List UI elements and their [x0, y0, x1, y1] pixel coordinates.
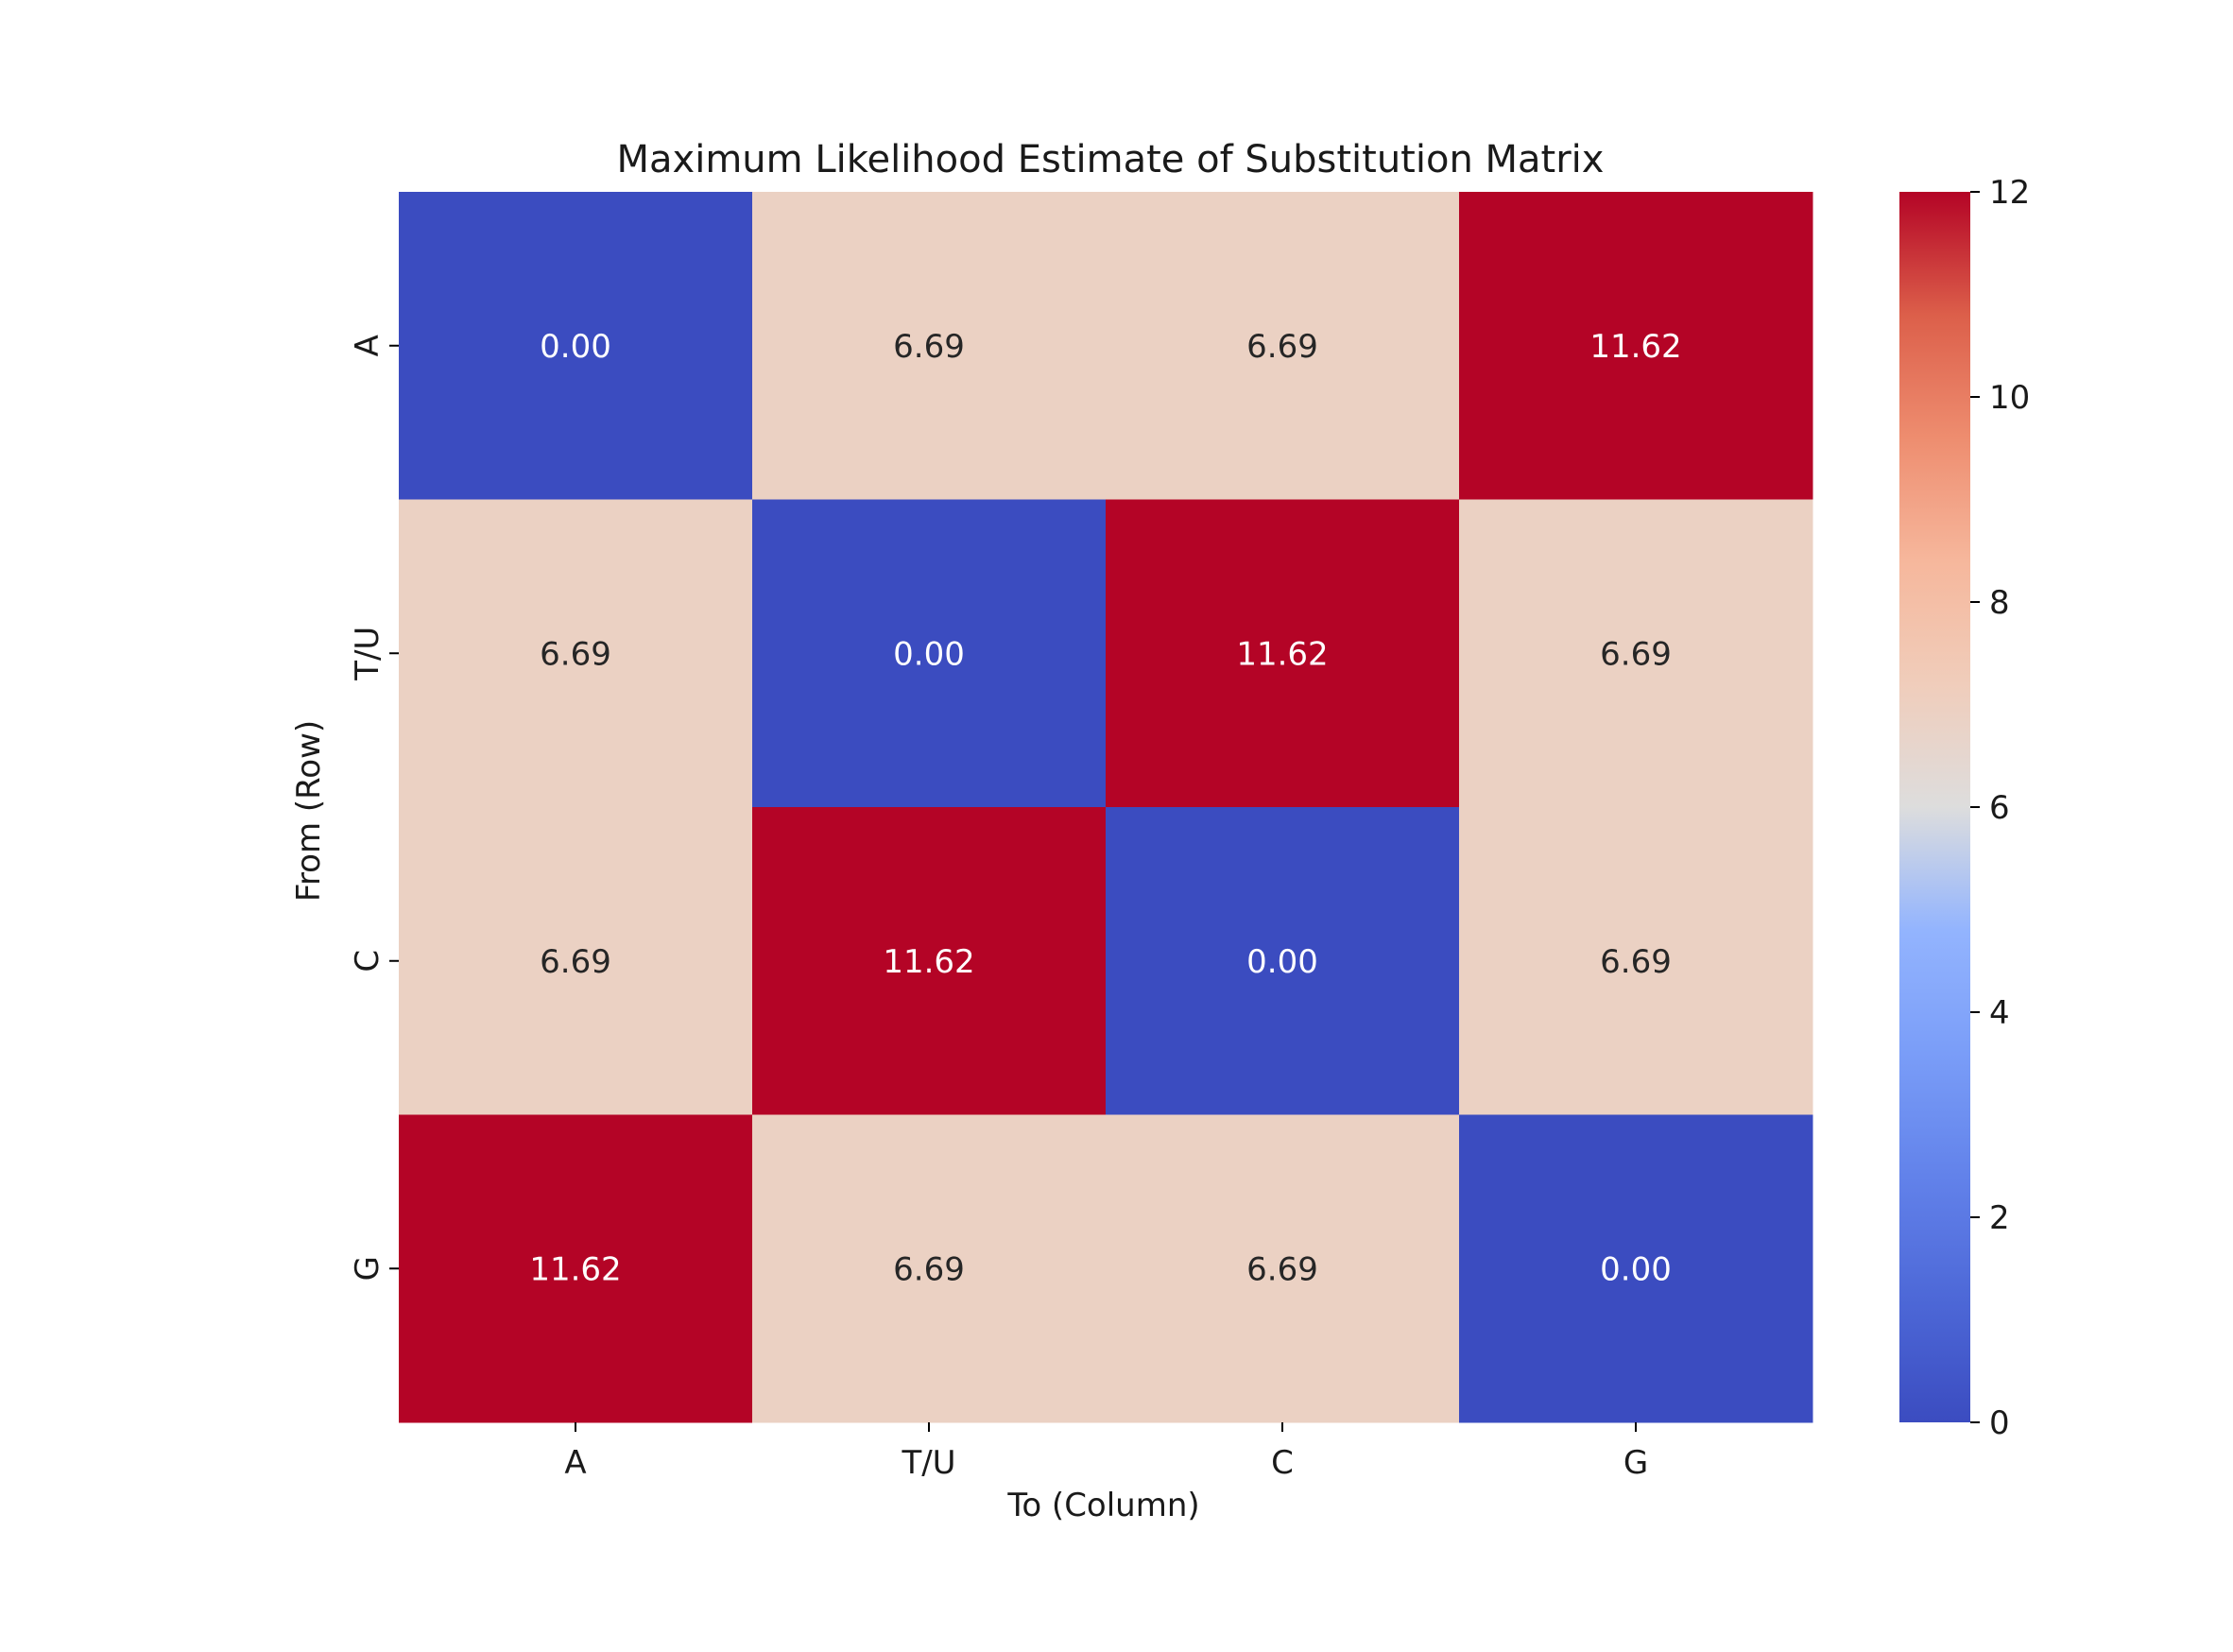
- heatmap-cell: [752, 499, 1107, 808]
- heatmap-cell: [399, 807, 753, 1115]
- heatmap-cell: [1106, 1114, 1460, 1423]
- heatmap-cell: [399, 192, 753, 500]
- heatmap-value-labels: 0.00 6.69 6.69 11.62 6.69 0.00 11.62 6.69 6.69 11…: [529, 328, 1681, 1289]
- colorbar-tick-label: 6: [1989, 789, 2010, 827]
- heatmap-value-label: 6.69: [1600, 943, 1672, 981]
- x-tick-label: C: [1271, 1444, 1294, 1482]
- heatmap-value-label: 6.69: [540, 635, 611, 673]
- y-tick-label: C: [349, 950, 386, 972]
- heatmap-value-label: 6.69: [540, 943, 611, 981]
- x-axis-label: To (Column): [1006, 1487, 1199, 1524]
- heatmap-cell: [752, 192, 1107, 500]
- heatmap-value-label: 6.69: [893, 1250, 965, 1288]
- heatmap-cell: [1459, 499, 1813, 808]
- heatmap-value-label: 0.00: [1600, 1250, 1672, 1288]
- heatmap-value-label: 6.69: [1246, 328, 1318, 366]
- heatmap-value-label: 0.00: [540, 328, 611, 366]
- heatmap-value-label: 6.69: [893, 328, 965, 366]
- y-tick-label: T/U: [349, 627, 386, 681]
- x-axis-ticks: A T/U C G: [564, 1422, 1648, 1482]
- x-tick-label: A: [564, 1444, 586, 1482]
- heatmap-value-label: 11.62: [529, 1250, 621, 1288]
- heatmap-cell: [1459, 192, 1813, 500]
- heatmap-cell: [399, 499, 753, 808]
- colorbar-tick-label: 4: [1989, 994, 2010, 1032]
- heatmap-cells: [399, 192, 1813, 1423]
- y-tick-label: G: [349, 1256, 386, 1281]
- y-axis-label: From (Row): [290, 720, 328, 902]
- x-tick-label: T/U: [901, 1444, 955, 1482]
- heatmap-value-label: 11.62: [1589, 328, 1681, 366]
- heatmap-cell: [399, 1114, 753, 1423]
- colorbar-tick-label: 8: [1989, 584, 2010, 622]
- colorbar-tick-label: 0: [1989, 1404, 2010, 1442]
- y-axis-ticks: A T/U C G: [349, 335, 399, 1281]
- heatmap-value-label: 6.69: [1246, 1250, 1318, 1288]
- heatmap-cell: [1106, 499, 1460, 808]
- heatmap-cell: [1106, 192, 1460, 500]
- heatmap-value-label: 6.69: [1600, 635, 1672, 673]
- heatmap-value-label: 11.62: [1236, 635, 1328, 673]
- colorbar-tick-label: 2: [1989, 1199, 2010, 1237]
- heatmap-value-label: 0.00: [893, 635, 965, 673]
- x-tick-label: G: [1623, 1444, 1648, 1482]
- colorbar-gradient: [1899, 192, 1970, 1422]
- colorbar: 0 2 4 6 8 10 12: [1899, 174, 2030, 1442]
- heatmap-value-label: 0.00: [1246, 943, 1318, 981]
- heatmap-cell: [1106, 807, 1460, 1115]
- heatmap-cell: [1459, 807, 1813, 1115]
- colorbar-tick-label: 10: [1989, 379, 2030, 417]
- chart-title: Maximum Likelihood Estimate of Substitut…: [617, 138, 1605, 181]
- heatmap-value-label: 11.62: [883, 943, 974, 981]
- heatmap-cell: [752, 807, 1107, 1115]
- heatmap-cell: [1459, 1114, 1813, 1423]
- colorbar-tick-label: 12: [1989, 174, 2030, 212]
- y-tick-label: A: [349, 335, 386, 356]
- heatmap-cell: [752, 1114, 1107, 1423]
- colorbar-ticks: 0 2 4 6 8 10 12: [1970, 174, 2030, 1442]
